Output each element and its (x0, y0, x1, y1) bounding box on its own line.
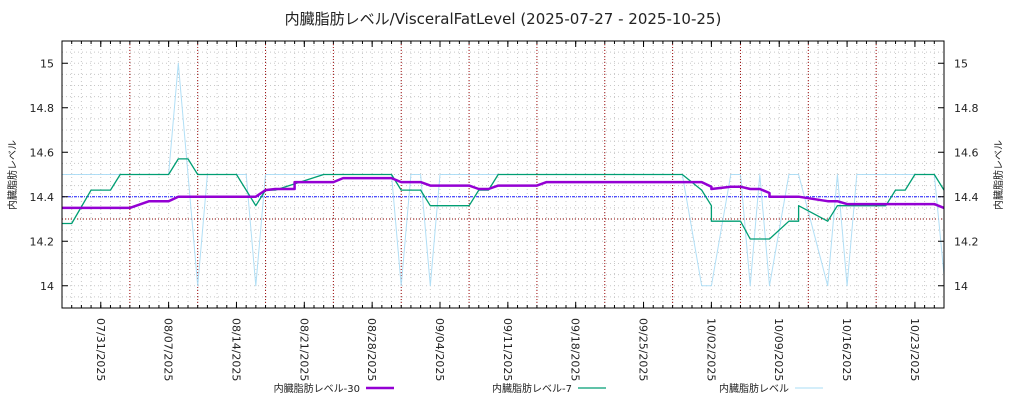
y-tick-label: 15 (40, 57, 54, 70)
y2-tick-label: 14.8 (954, 102, 979, 115)
x-tick-label: 09/11/2025 (501, 318, 514, 381)
chart-title: 内臓脂肪レベル/VisceralFatLevel (2025-07-27 - 2… (285, 10, 722, 28)
y-tick-label: 14.6 (30, 146, 55, 159)
series-line-0 (62, 176, 945, 210)
x-tick-label: 08/14/2025 (229, 318, 242, 381)
x-tick-label: 08/28/2025 (365, 318, 378, 381)
x-tick-label: 08/07/2025 (162, 318, 175, 381)
axis-ticks: 14 14 14.2 14.2 14.4 14.4 14.6 14.6 14.8 14.8 15 15… (30, 41, 979, 381)
grid (62, 41, 944, 308)
series-group (62, 62, 945, 287)
x-tick-label: 09/25/2025 (637, 318, 650, 381)
plot-frame (61, 40, 945, 309)
y-tick-label: 14.2 (30, 235, 55, 248)
x-tick-label: 10/02/2025 (704, 318, 717, 381)
x-tick-label: 09/18/2025 (569, 318, 582, 381)
y2-axis-label: 内臓脂肪レベル (992, 140, 1005, 210)
y2-tick-label: 15 (954, 57, 968, 70)
y2-tick-label: 14.6 (954, 146, 979, 159)
y2-tick-label: 14.4 (954, 191, 979, 204)
y-axis-label: 内臓脂肪レベル (6, 140, 19, 210)
x-tick-label: 10/23/2025 (908, 318, 921, 381)
y2-tick-label: 14 (954, 280, 968, 293)
y-tick-label: 14.4 (30, 191, 55, 204)
x-tick-label: 09/04/2025 (433, 318, 446, 381)
legend-label: 内臓脂肪レベル-30 (274, 382, 360, 395)
y2-tick-label: 14.2 (954, 235, 979, 248)
legend: 内臓脂肪レベル-30 内臓脂肪レベル-7 内臓脂肪レベル (274, 382, 823, 395)
x-tick-label: 10/09/2025 (772, 318, 785, 381)
legend-label: 内臓脂肪レベル-7 (492, 382, 572, 395)
x-tick-label: 08/21/2025 (297, 318, 310, 381)
series-line-2 (62, 62, 945, 287)
x-tick-label: 10/16/2025 (840, 318, 853, 381)
x-tick-label: 07/31/2025 (94, 318, 107, 381)
y-tick-label: 14 (40, 280, 54, 293)
y-tick-label: 14.8 (30, 102, 55, 115)
legend-label: 内臓脂肪レベル (719, 382, 789, 395)
